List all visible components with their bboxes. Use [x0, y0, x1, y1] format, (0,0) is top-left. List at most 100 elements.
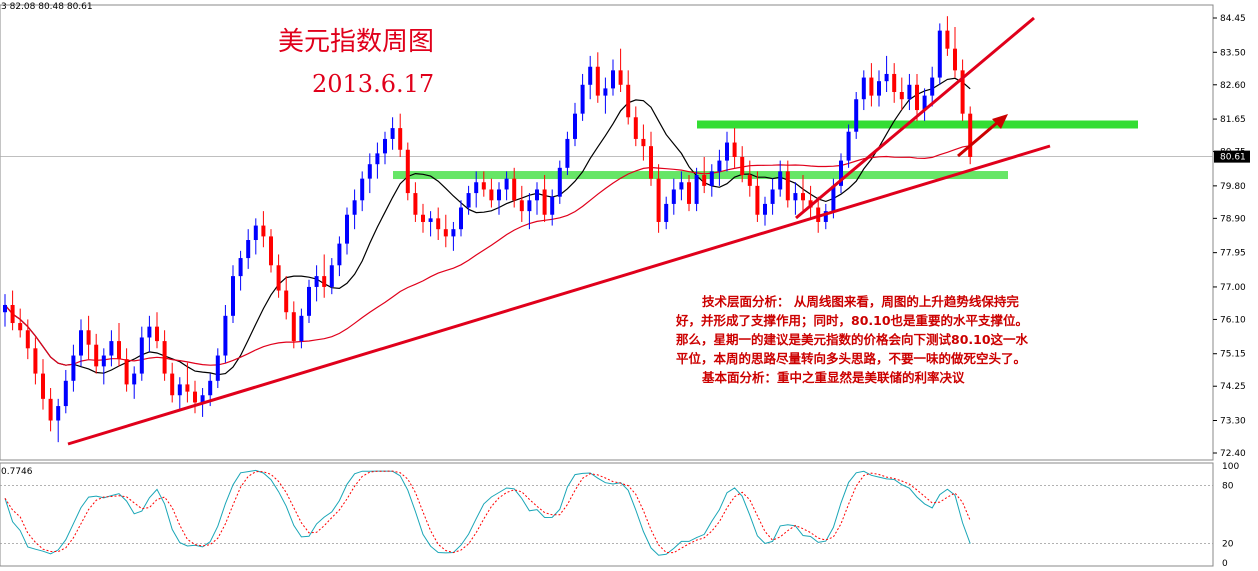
candle-body: [535, 189, 539, 201]
candle-body: [770, 189, 775, 204]
candle-body: [200, 395, 205, 403]
candle-body: [443, 229, 448, 237]
support-zone-upper: [697, 120, 1138, 129]
candle-body: [968, 113, 973, 157]
price-tick-label: 82.60: [1220, 81, 1246, 91]
candle-body: [755, 185, 760, 215]
candle-body: [519, 200, 524, 212]
candle-body: [747, 175, 752, 186]
candle-body: [56, 406, 61, 421]
price-axis: 84.4583.5082.6081.6580.7579.8078.9077.95…: [1213, 14, 1250, 459]
price-tick-label: 72.40: [1220, 449, 1246, 459]
candle-body: [899, 92, 904, 100]
price-tick-label: 76.10: [1220, 315, 1246, 325]
candle-body: [763, 203, 767, 215]
chart-date: 2013.6.17: [312, 70, 434, 98]
candle-body: [854, 99, 859, 132]
stoch-d-line: [4, 470, 971, 554]
candle-body: [481, 182, 486, 190]
candle-body: [18, 323, 23, 331]
price-tick-label: 84.45: [1220, 14, 1246, 24]
price-tick-label: 75.15: [1220, 350, 1246, 360]
candle-body: [778, 171, 783, 190]
long-term-uptrend-line: [67, 144, 1051, 446]
osc-tick-label: 100: [1222, 462, 1239, 472]
candle-body: [550, 196, 555, 215]
up-arrow-icon: [992, 114, 1008, 129]
candle-body: [869, 77, 874, 96]
candle-body: [185, 384, 190, 392]
candle-body: [109, 341, 114, 356]
candle-body: [86, 330, 91, 345]
candle-body: [177, 384, 182, 396]
candle-body: [307, 286, 311, 316]
oscillator-value-label: 0.7746: [1, 467, 33, 477]
candle-body: [907, 84, 912, 100]
candle-body: [155, 326, 159, 342]
price-tick-label: 77.00: [1220, 283, 1246, 293]
candle-body: [360, 178, 365, 201]
candle-body: [915, 84, 919, 111]
candle-body: [193, 391, 197, 403]
candle-body: [725, 142, 729, 161]
technical-analysis: 技术层面分析： 从周线图来看，周图的上升趋势线保持完好，并形成了支撑作用；同时，…: [676, 294, 1029, 366]
candle-body: [618, 70, 623, 85]
price-tick-label: 81.65: [1220, 115, 1246, 125]
candle-body: [588, 66, 593, 85]
candle-body: [101, 355, 106, 367]
candle-body: [314, 276, 319, 287]
candle-body: [497, 189, 501, 201]
candle-body: [276, 265, 281, 291]
candle-body: [79, 330, 83, 356]
candle-body: [960, 70, 965, 114]
candle-body: [436, 218, 441, 230]
chart-title: 美元指数周图: [278, 27, 434, 57]
candle-body: [474, 182, 479, 194]
candle-body: [649, 146, 653, 179]
candle-body: [671, 189, 676, 204]
candle-body: [337, 243, 342, 266]
candle-body: [922, 95, 927, 111]
candle-body: [846, 131, 851, 161]
candle-body: [352, 200, 357, 215]
candle-body: [33, 348, 38, 374]
ohlc-readout: 3 82.08 80.48 80.61: [1, 2, 93, 12]
candle-body: [489, 189, 494, 201]
candle-body: [580, 84, 585, 114]
candle-body: [793, 193, 798, 201]
candle-body: [823, 211, 828, 222]
candle-body: [231, 276, 235, 316]
candle-body: [124, 359, 129, 385]
oscillator-panel-frame: [0, 462, 1214, 567]
price-tick-label: 74.25: [1220, 382, 1246, 392]
analysis-text: 技术层面分析： 从周线图来看，周图的上升趋势线保持完好，并形成了支撑作用；同时，…: [676, 292, 1036, 387]
candle-body: [117, 341, 121, 360]
price-tick-label: 78.90: [1220, 214, 1246, 224]
candle-body: [383, 138, 387, 154]
current-price-label: 80.61: [1220, 153, 1246, 163]
candle-body: [41, 373, 45, 399]
candle-body: [162, 341, 167, 374]
candle-body: [717, 160, 722, 172]
candle-body: [10, 304, 15, 324]
candle-body: [679, 182, 684, 190]
candle-body: [223, 315, 228, 356]
candle-body: [831, 185, 836, 212]
candle-body: [527, 200, 532, 212]
candle-body: [732, 142, 737, 157]
price-tick-label: 83.50: [1220, 48, 1246, 58]
trendlines: [67, 16, 1051, 446]
candle-body: [246, 240, 251, 259]
candle-body: [253, 225, 258, 241]
up-arrow-line: [957, 120, 999, 158]
candle-body: [48, 398, 53, 421]
candle-body: [839, 160, 843, 186]
candle-body: [953, 48, 957, 71]
stochastic-oscillator: 100 80 20 0: [0, 462, 1239, 569]
candle-body: [390, 128, 395, 139]
candle-body: [421, 214, 425, 222]
candle-body: [215, 355, 220, 381]
candle-body: [702, 175, 707, 186]
candle-body: [504, 178, 509, 190]
candle-body: [611, 70, 615, 89]
